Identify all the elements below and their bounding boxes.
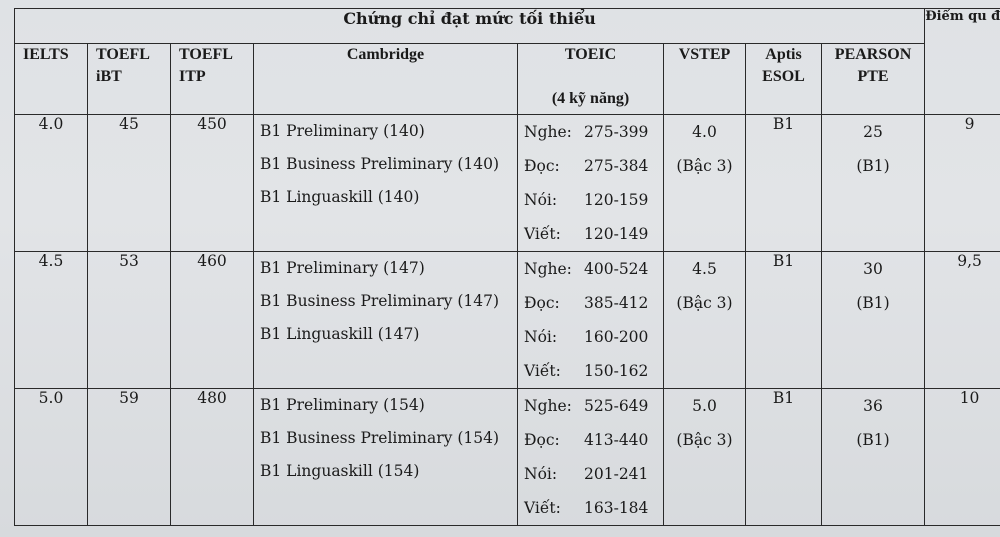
toeic-skill-range: 413-440 [584, 431, 649, 449]
pte-score: 36 [863, 397, 883, 415]
cambridge-item: B1 Preliminary (140) [260, 122, 425, 140]
header-ielts: IELTS [14, 43, 88, 115]
cell-toefl-ibt: 45 [87, 114, 171, 252]
cambridge-item: B1 Business Preliminary (147) [260, 292, 500, 310]
cell-pte: 30 (B1) [820, 251, 926, 389]
toeic-skill-range: 275-399 [584, 123, 649, 141]
toeic-skill-label: Đọc: [524, 294, 560, 312]
toeic-skill-range: 163-184 [584, 499, 649, 517]
toeic-skill-range: 385-412 [584, 294, 649, 312]
toeic-skill-range: 120-149 [584, 225, 649, 243]
table-row: 4.0 45 450 B1 Preliminary (140) B1 Busin… [14, 114, 1000, 252]
vstep-level: (Bậc 3) [676, 431, 733, 449]
header-toefl-ibt: TOEFL iBT [87, 43, 171, 115]
toeic-skill-range: 400-524 [584, 260, 649, 278]
toeic-skill-label: Viết: [524, 225, 561, 243]
table-title: Chứng chỉ đạt mức tối thiểu [13, 8, 926, 44]
conversion-score-header: Điểm qu đổi [924, 8, 1000, 115]
cell-cambridge: B1 Preliminary (147) B1 Business Prelimi… [253, 251, 518, 389]
cell-toefl-ibt: 53 [87, 251, 171, 389]
cell-conversion-score: 9 [924, 114, 1000, 252]
cell-toeic: Nghe: 525-649 Đọc: 413-440 Nói: 201-241 Viế… [517, 388, 664, 526]
cell-toeic: Nghe: 275-399 Đọc: 275-384 Nói: 120-159 Viế… [517, 114, 664, 252]
cell-pte: 36 (B1) [820, 388, 926, 526]
toeic-skill-label: Viết: [524, 362, 561, 380]
cell-vstep: 5.0 (Bậc 3) [663, 388, 746, 526]
toeic-skill-label: Đọc: [524, 431, 560, 449]
cell-ielts: 4.5 [14, 251, 88, 389]
cell-aptis: B1 [745, 114, 822, 252]
toeic-skill-range: 525-649 [584, 397, 649, 415]
toeic-skill-label: Nghe: [524, 260, 572, 278]
toeic-skill-label: Nghe: [524, 397, 572, 415]
pte-level: (B1) [856, 431, 890, 449]
cell-ielts: 5.0 [14, 388, 88, 526]
vstep-score: 4.5 [692, 260, 717, 278]
cell-conversion-score: 9,5 [924, 251, 1000, 389]
cell-vstep: 4.5 (Bậc 3) [663, 251, 746, 389]
cell-ielts: 4.0 [14, 114, 88, 252]
header-vstep: VSTEP [663, 43, 746, 115]
vstep-level: (Bậc 3) [676, 294, 733, 312]
pte-level: (B1) [856, 294, 890, 312]
cell-toefl-itp: 450 [170, 114, 254, 252]
cell-toefl-itp: 460 [170, 251, 254, 389]
toeic-skill-range: 150-162 [584, 362, 649, 380]
cell-cambridge: B1 Preliminary (154) B1 Business Prelimi… [253, 388, 518, 526]
cell-toefl-itp: 480 [170, 388, 254, 526]
cell-vstep: 4.0 (Bậc 3) [663, 114, 746, 252]
header-aptis: Aptis ESOL [745, 43, 822, 115]
certificate-table: Chứng chỉ đạt mức tối thiểu Điểm qu đổi … [13, 8, 1000, 526]
vstep-level: (Bậc 3) [676, 157, 733, 175]
cell-aptis: B1 [745, 251, 822, 389]
header-toeic: TOEIC (4 kỹ năng) [517, 43, 664, 115]
cell-toeic: Nghe: 400-524 Đọc: 385-412 Nói: 160-200 Viế… [517, 251, 664, 389]
header-toefl-itp: TOEFL ITP [170, 43, 254, 115]
toeic-skill-range: 160-200 [584, 328, 649, 346]
toeic-skill-label: Nói: [524, 465, 558, 483]
cell-toefl-ibt: 59 [87, 388, 171, 526]
cambridge-item: B1 Linguaskill (154) [260, 462, 420, 480]
pte-level: (B1) [856, 157, 890, 175]
header-row: IELTS TOEFL iBT TOEFL ITP Cambridge TOEIC(… [14, 43, 1000, 115]
toeic-skill-label: Nói: [524, 191, 558, 209]
toeic-skill-label: Nghe: [524, 123, 572, 141]
toeic-skill-label: Viết: [524, 499, 561, 517]
pte-score: 30 [863, 260, 883, 278]
table-row: 4.5 53 460 B1 Preliminary (147) B1 Busin… [14, 251, 1000, 389]
toeic-skill-range: 275-384 [584, 157, 649, 175]
header-cambridge: Cambridge [253, 43, 518, 115]
cambridge-item: B1 Linguaskill (147) [260, 325, 420, 343]
toeic-skill-label: Nói: [524, 328, 558, 346]
header-pearson: PEARSON PTE [820, 43, 926, 115]
toeic-skill-range: 201-241 [584, 465, 649, 483]
table-row: 5.0 59 480 B1 Preliminary (154) B1 Busin… [14, 388, 1000, 526]
pte-score: 25 [863, 123, 883, 141]
cell-cambridge: B1 Preliminary (140) B1 Business Prelimi… [253, 114, 518, 252]
cambridge-item: B1 Preliminary (154) [260, 396, 425, 414]
vstep-score: 4.0 [692, 123, 717, 141]
cambridge-item: B1 Linguaskill (140) [260, 188, 420, 206]
vstep-score: 5.0 [692, 397, 717, 415]
toeic-skill-range: 120-159 [584, 191, 649, 209]
cambridge-item: B1 Business Preliminary (154) [260, 429, 500, 447]
cell-conversion-score: 10 [924, 388, 1000, 526]
cell-aptis: B1 [745, 388, 822, 526]
toeic-skill-label: Đọc: [524, 157, 560, 175]
cell-pte: 25 (B1) [820, 114, 926, 252]
cambridge-item: B1 Preliminary (147) [260, 259, 425, 277]
cambridge-item: B1 Business Preliminary (140) [260, 155, 500, 173]
